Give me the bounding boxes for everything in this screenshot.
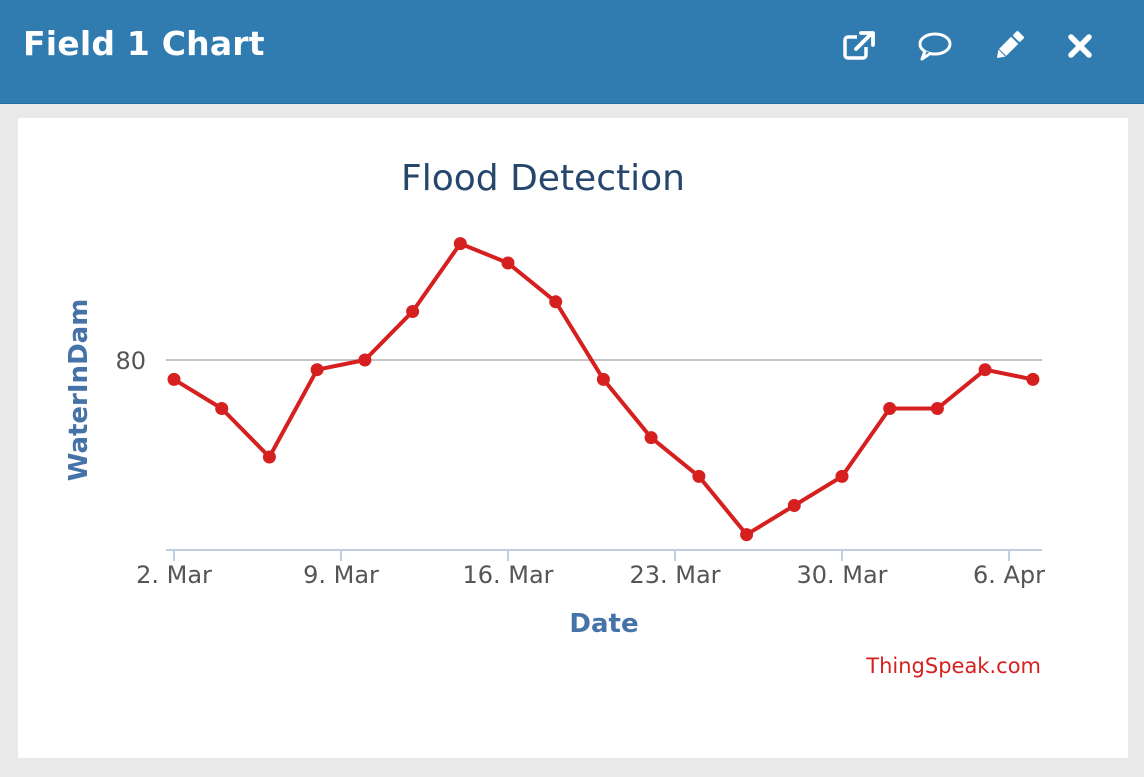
- data-point[interactable]: [215, 402, 229, 415]
- data-point[interactable]: [406, 305, 420, 318]
- comment-button[interactable]: [917, 28, 953, 64]
- data-point[interactable]: [167, 372, 181, 386]
- data-point[interactable]: [930, 402, 944, 415]
- line-chart: Flood Detection 80 WaterInDam 2. Mar 9. M…: [64, 158, 1045, 678]
- close-icon: [1068, 34, 1092, 58]
- x-tick-label: 23. Mar: [629, 561, 720, 589]
- close-button[interactable]: [1062, 28, 1098, 64]
- pencil-icon: [996, 31, 1024, 59]
- data-point[interactable]: [310, 363, 324, 377]
- data-point[interactable]: [692, 469, 706, 483]
- data-point[interactable]: [978, 363, 992, 377]
- data-point[interactable]: [883, 402, 897, 415]
- chart-panel: Flood Detection 80 WaterInDam 2. Mar 9. M…: [18, 118, 1128, 758]
- window-title: Field 1 Chart: [23, 24, 265, 63]
- window-header: Field 1 Chart: [0, 0, 1144, 104]
- data-point[interactable]: [262, 450, 276, 464]
- chart-title: Flood Detection: [401, 158, 685, 199]
- data-point[interactable]: [596, 372, 610, 386]
- data-point[interactable]: [835, 469, 849, 483]
- external-link-icon: [843, 31, 876, 60]
- x-axis-ticks: 2. Mar 9. Mar 16. Mar 23. Mar 30. Mar 6. Apr: [136, 550, 1045, 589]
- x-tick-label: 2. Mar: [136, 561, 212, 589]
- x-tick-label: 9. Mar: [303, 561, 379, 589]
- x-axis-label: Date: [569, 609, 638, 639]
- series-line: [172, 241, 1034, 537]
- y-axis-label: WaterInDam: [64, 299, 94, 482]
- data-point[interactable]: [453, 237, 467, 251]
- x-tick-label: 16. Mar: [462, 561, 553, 589]
- x-tick-label: 30. Mar: [796, 561, 887, 589]
- data-point[interactable]: [787, 499, 801, 512]
- chart-credit[interactable]: ThingSpeak.com: [865, 654, 1041, 678]
- y-tick-label: 80: [115, 347, 146, 375]
- edit-button[interactable]: [991, 28, 1027, 64]
- x-tick-label: 6. Apr: [973, 561, 1045, 589]
- data-point[interactable]: [644, 431, 658, 445]
- comment-icon: [918, 32, 952, 61]
- data-point[interactable]: [358, 353, 372, 367]
- data-point[interactable]: [501, 256, 515, 270]
- data-point[interactable]: [549, 295, 563, 309]
- data-point[interactable]: [740, 528, 754, 542]
- series-points: [167, 237, 1040, 542]
- data-point[interactable]: [1026, 372, 1040, 386]
- external-link-button[interactable]: [841, 28, 877, 64]
